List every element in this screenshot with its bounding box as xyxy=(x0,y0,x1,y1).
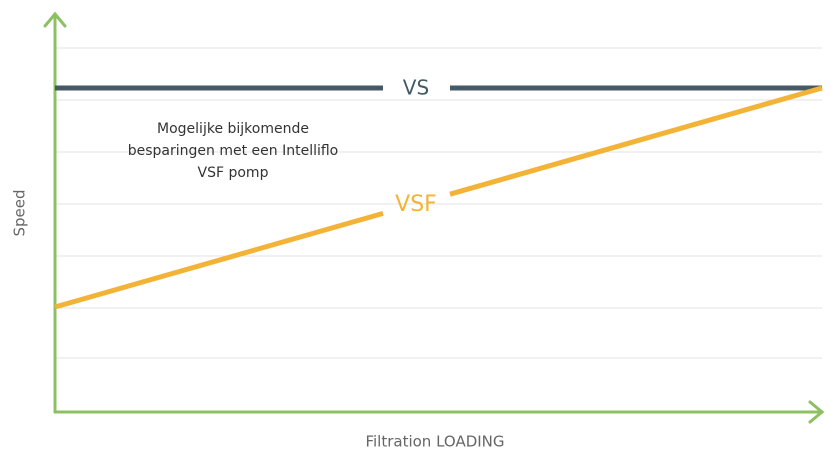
vs-label: VS xyxy=(403,76,429,100)
x-axis-label: Filtration LOADING xyxy=(365,433,504,451)
y-axis-arrow xyxy=(43,11,67,28)
note-line: VSF pomp xyxy=(198,165,269,181)
vsf-line xyxy=(54,85,823,310)
x-axis-arrow xyxy=(808,400,825,424)
vsf-label: VSF xyxy=(395,192,437,217)
grid xyxy=(55,47,822,359)
axes xyxy=(43,11,825,424)
note-line: Mogelijke bijkomende xyxy=(157,121,309,137)
note: Mogelijke bijkomende besparingen met een… xyxy=(128,121,339,181)
vsf-segment xyxy=(54,210,384,310)
vsf-segment xyxy=(449,85,823,197)
note-line: besparingen met een Intelliflo xyxy=(128,143,339,159)
y-axis-label: Speed xyxy=(11,189,29,236)
